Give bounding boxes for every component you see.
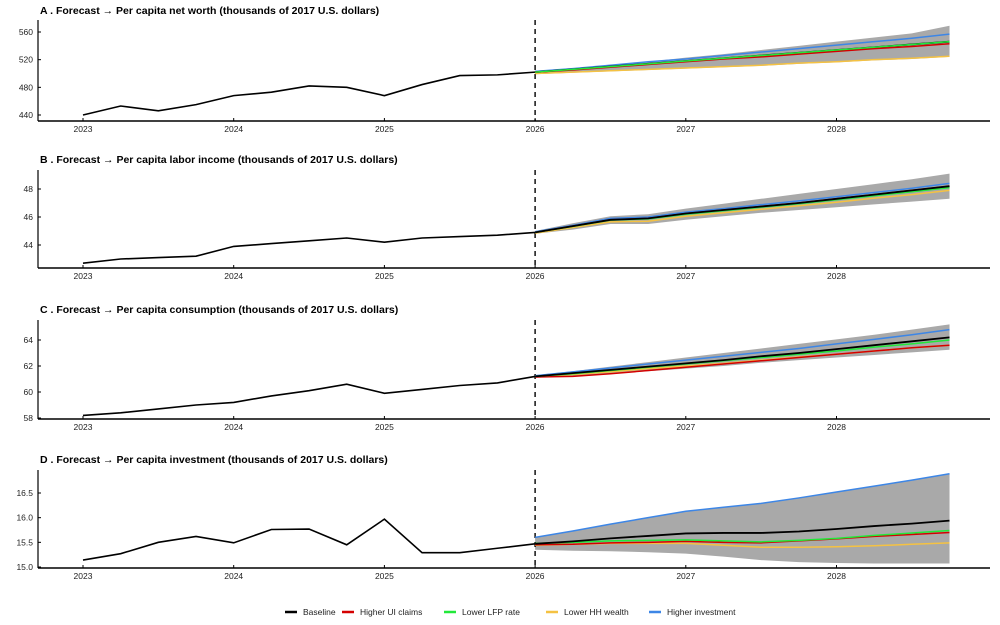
x-tick-label: 2025 bbox=[375, 124, 394, 134]
series-line-baseline bbox=[534, 185, 950, 234]
series-line-baseline bbox=[535, 336, 950, 378]
y-tick-label: 46 bbox=[24, 212, 34, 222]
series-line-lower-hh-wealth bbox=[535, 55, 950, 75]
series-line-higher-investment bbox=[535, 328, 950, 377]
legend-label: Baseline bbox=[303, 607, 336, 617]
panel-title: D . Forecast → Per capita investment (th… bbox=[40, 454, 388, 466]
y-tick-label: 64 bbox=[24, 335, 34, 345]
forecast-uncertainty-band bbox=[535, 474, 950, 564]
y-tick-label: 440 bbox=[19, 110, 33, 120]
x-tick-label: 2024 bbox=[224, 124, 243, 134]
x-tick-label: 2028 bbox=[827, 124, 846, 134]
y-tick-label: 16.0 bbox=[16, 513, 33, 523]
series-line-higher-investment bbox=[535, 33, 950, 73]
panel-title: A . Forecast → Per capita net worth (tho… bbox=[40, 5, 379, 17]
legend-item: Lower HH wealth bbox=[546, 607, 629, 617]
legend-label: Lower HH wealth bbox=[564, 607, 629, 617]
x-tick-label: 2027 bbox=[676, 422, 695, 432]
x-tick-label: 2026 bbox=[526, 571, 545, 581]
series-line-higher-investment bbox=[534, 473, 950, 539]
series-line-lower-lfp-rate bbox=[535, 40, 950, 73]
y-tick-label: 58 bbox=[24, 413, 34, 423]
panel-d: D . Forecast → Per capita investment (th… bbox=[16, 454, 990, 581]
legend-item: Higher UI claims bbox=[342, 607, 422, 617]
x-tick-label: 2025 bbox=[375, 571, 394, 581]
series-line-higher-ui-claims bbox=[535, 531, 950, 546]
history-line bbox=[82, 71, 536, 116]
y-tick-label: 15.0 bbox=[16, 562, 33, 572]
x-tick-label: 2023 bbox=[74, 422, 93, 432]
x-tick-label: 2027 bbox=[676, 124, 695, 134]
series-line-baseline bbox=[535, 519, 950, 545]
series-line-higher-ui-claims bbox=[535, 344, 950, 378]
x-tick-label: 2027 bbox=[676, 271, 695, 281]
x-tick-label: 2025 bbox=[375, 271, 394, 281]
x-tick-label: 2026 bbox=[526, 422, 545, 432]
x-tick-label: 2024 bbox=[224, 422, 243, 432]
legend: Baseline Higher UI claims Lower LFP rate Lo… bbox=[285, 607, 736, 617]
legend-item: Lower LFP rate bbox=[444, 607, 520, 617]
x-tick-label: 2028 bbox=[827, 271, 846, 281]
x-tick-label: 2026 bbox=[526, 271, 545, 281]
history-line bbox=[82, 231, 536, 264]
x-tick-label: 2024 bbox=[224, 271, 243, 281]
series-line-lower-hh-wealth bbox=[534, 189, 950, 234]
x-tick-label: 2028 bbox=[827, 422, 846, 432]
y-tick-label: 48 bbox=[24, 184, 34, 194]
y-tick-label: 480 bbox=[19, 82, 33, 92]
legend-item: Higher investment bbox=[649, 607, 736, 617]
y-tick-label: 16.5 bbox=[16, 488, 33, 498]
x-tick-label: 2024 bbox=[224, 571, 243, 581]
panel-title: C . Forecast → Per capita consumption (t… bbox=[40, 304, 398, 316]
series-line-lower-lfp-rate bbox=[535, 529, 950, 545]
panel-title: B . Forecast → Per capita labor income (… bbox=[40, 154, 398, 166]
x-tick-label: 2027 bbox=[676, 571, 695, 581]
forecast-uncertainty-band bbox=[535, 173, 950, 234]
panel-c: C . Forecast → Per capita consumption (t… bbox=[24, 304, 990, 432]
series-line-higher-investment bbox=[534, 182, 950, 233]
x-tick-label: 2026 bbox=[526, 124, 545, 134]
y-tick-label: 60 bbox=[24, 387, 34, 397]
panel-a: A . Forecast → Per capita net worth (tho… bbox=[19, 5, 990, 134]
y-tick-label: 62 bbox=[24, 361, 34, 371]
y-tick-label: 15.5 bbox=[16, 537, 33, 547]
x-tick-label: 2025 bbox=[375, 422, 394, 432]
history-line bbox=[82, 375, 536, 417]
x-tick-label: 2023 bbox=[74, 124, 93, 134]
history-line bbox=[82, 518, 536, 561]
x-tick-label: 2023 bbox=[74, 271, 93, 281]
y-tick-label: 520 bbox=[19, 55, 33, 65]
legend-item: Baseline bbox=[285, 607, 336, 617]
legend-label: Lower LFP rate bbox=[462, 607, 520, 617]
x-tick-label: 2023 bbox=[74, 571, 93, 581]
panel-b: B . Forecast → Per capita labor income (… bbox=[24, 154, 990, 281]
x-tick-label: 2028 bbox=[827, 571, 846, 581]
legend-label: Higher investment bbox=[667, 607, 736, 617]
y-tick-label: 560 bbox=[19, 27, 33, 37]
legend-label: Higher UI claims bbox=[360, 607, 422, 617]
y-tick-label: 44 bbox=[24, 240, 34, 250]
